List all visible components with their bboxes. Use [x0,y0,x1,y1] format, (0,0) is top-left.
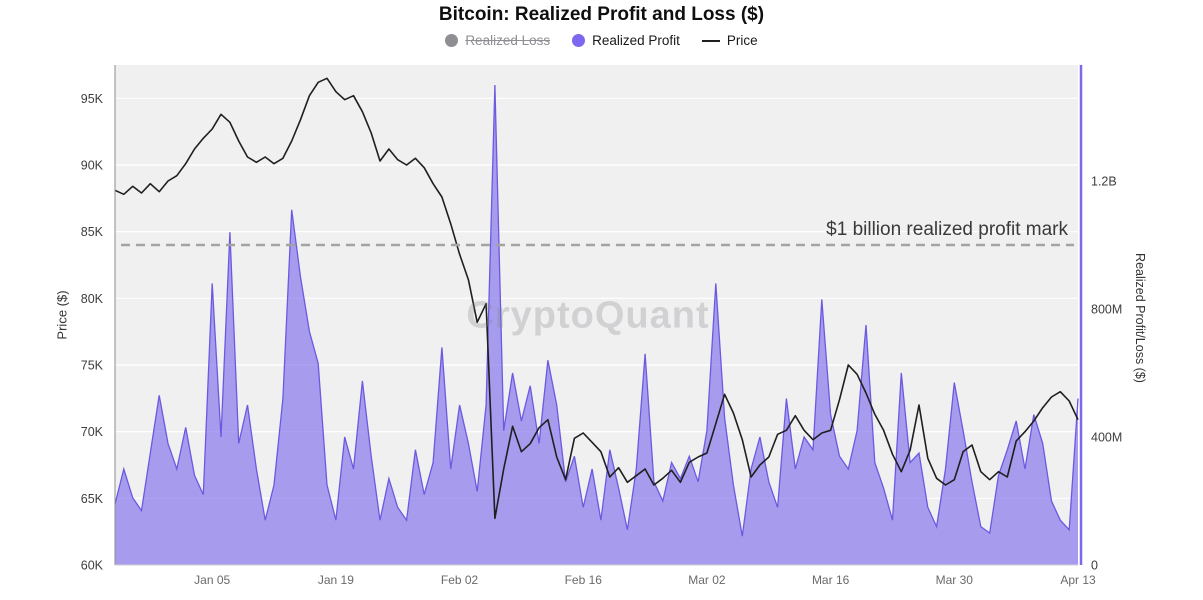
legend-item-realized-loss[interactable]: Realized Loss [445,33,550,48]
left-axis-tick: 80K [81,292,104,306]
left-axis-tick: 95K [81,92,104,106]
billion-mark-annotation: $1 billion realized profit mark [826,219,1068,240]
right-axis-label: Realized Profit/Loss ($) [1133,253,1147,383]
x-axis-tick: Mar 30 [936,573,974,587]
chart-title: Bitcoin: Realized Profit and Loss ($) [438,4,765,25]
realized-profit-swatch-icon [572,34,586,47]
left-axis-tick: 85K [81,225,104,239]
price-line-swatch-icon [701,39,720,42]
legend-label-realized-loss: Realized Loss [465,33,551,48]
legend-item-price[interactable]: Price [701,33,758,48]
x-axis-tick: Mar 16 [812,573,850,587]
left-axis-tick: 60K [81,559,104,573]
price-line [114,77,1079,520]
x-axis-tick: Jan 05 [194,573,230,587]
right-axis-tick: 800M [1091,303,1122,317]
x-axis-tick: Feb 02 [441,573,479,587]
x-axis-tick: Feb 16 [565,573,603,587]
right-axis-tick: 0 [1091,559,1098,573]
realized-profit-edge [114,84,1079,537]
left-axis-tick: 65K [81,492,104,506]
right-axis-tick: 400M [1091,431,1122,445]
legend: Realized Loss Realized Profit Price [0,33,1203,48]
legend-label-price: Price [726,33,758,48]
realized-profit-area [115,85,1078,565]
x-axis-tick: Apr 13 [1060,573,1096,587]
x-axis-tick: Mar 02 [688,573,726,587]
realized-loss-swatch-icon [445,34,459,47]
left-axis-tick: 90K [81,159,104,173]
right-axis-tick: 1.2B [1091,175,1117,189]
left-axis-tick: 75K [81,359,104,373]
legend-item-realized-profit[interactable]: Realized Profit [572,33,680,48]
legend-label-realized-profit: Realized Profit [592,33,680,48]
left-axis-tick: 70K [81,425,104,439]
left-axis-label: Price ($) [54,290,70,340]
x-axis-tick: Jan 19 [318,573,354,587]
